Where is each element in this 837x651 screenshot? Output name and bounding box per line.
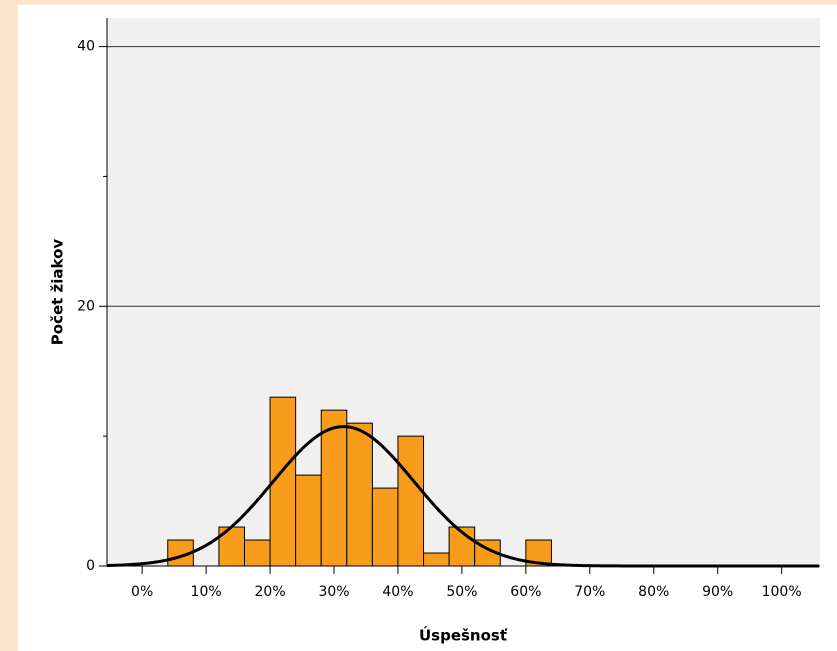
x-tick-label: 20%: [255, 584, 286, 600]
x-tick-label: 10%: [191, 584, 222, 600]
y-tick-label: 20: [77, 298, 95, 314]
x-tick-label: 80%: [638, 584, 669, 600]
bar: [371, 487, 399, 567]
x-tick-label: 50%: [446, 584, 477, 600]
bar: [346, 422, 373, 567]
x-tick-label: 70%: [574, 584, 605, 600]
bar: [423, 552, 450, 567]
x-axis-label: Úspešnosť: [419, 626, 508, 645]
y-tick-label: 40: [77, 39, 95, 55]
x-tick-label: 30%: [318, 584, 349, 600]
x-tick-label: 0%: [131, 584, 153, 600]
x-tick-label: 100%: [762, 584, 802, 600]
bar: [243, 539, 271, 567]
x-tick-label: 40%: [382, 584, 413, 600]
y-tick-label: 0: [86, 558, 95, 574]
bar: [295, 474, 322, 567]
bar: [397, 435, 425, 567]
bar: [320, 409, 348, 567]
x-tick-label: 90%: [702, 584, 733, 600]
plot-area: [107, 18, 820, 566]
y-axis-label: Počet žiakov: [49, 239, 67, 346]
x-tick-label: 60%: [510, 584, 541, 600]
